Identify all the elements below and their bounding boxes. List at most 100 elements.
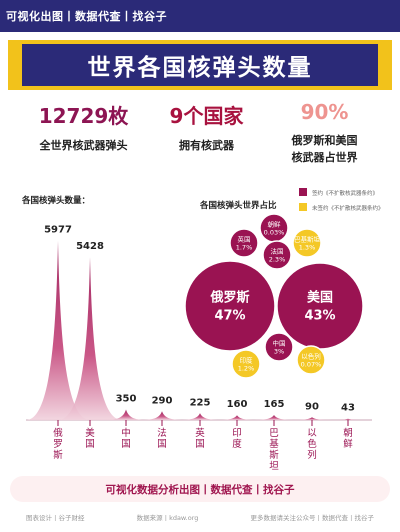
bubble-legend: 签约《不扩散核武器条约》 未签约《不扩散核武器条约》 <box>299 188 384 212</box>
area-category-label: 坦 <box>269 461 279 472</box>
stat-value: 90% <box>300 100 349 124</box>
area-category-label: 斯 <box>53 449 63 461</box>
bubble-name-label: 印度 <box>240 355 254 364</box>
footer: 图表设计丨谷子财经 数据来源丨kdaw.org 更多数据请关注公众号丨数据代查丨… <box>0 508 400 526</box>
title-banner: 世界各国核弹头数量 <box>8 40 392 90</box>
bubble-pct-label: 43% <box>304 309 335 324</box>
area-category-label: 国 <box>195 439 205 450</box>
area-category-label: 国 <box>157 439 167 450</box>
bubble <box>229 228 259 258</box>
area-value-label: 90 <box>305 401 319 412</box>
area-value-label: 290 <box>152 395 173 406</box>
bubble-name-label: 美国 <box>307 290 333 306</box>
area-category-label: 色 <box>307 438 317 450</box>
area-category-label: 中 <box>121 427 131 439</box>
stat-description: 俄罗斯和美国 核武器占世界 <box>258 132 391 166</box>
area-peak <box>106 409 146 420</box>
area-category-label: 美 <box>85 427 95 439</box>
bottom-banner-label: 可视化数据分析出图丨数据代查丨找谷子 <box>105 483 295 496</box>
legend-swatch-unsigned <box>299 203 307 211</box>
area-value-label: 225 <box>190 397 211 408</box>
page-title: 世界各国核弹头数量 <box>87 55 313 81</box>
footer-design: 图表设计丨谷子财经 <box>26 514 85 522</box>
stat-description-line: 拥有核武器 <box>179 139 234 152</box>
area-category-label: 俄 <box>53 427 63 439</box>
bubble-name-label: 中国 <box>273 338 286 347</box>
bubble <box>292 228 322 258</box>
legend-swatch-signed <box>299 188 307 196</box>
area-category-label: 罗 <box>53 439 63 450</box>
area-peak <box>217 415 257 420</box>
area-peak <box>328 418 368 420</box>
bubble <box>296 345 326 375</box>
area-category-label: 以 <box>307 428 317 439</box>
top-bar: 可视化出图丨数据代查丨找谷子 <box>0 0 400 32</box>
area-value-label: 350 <box>116 394 137 405</box>
title-banner-inner: 世界各国核弹头数量 <box>22 44 378 86</box>
bottom-banner: 可视化数据分析出图丨数据代查丨找谷子 <box>10 476 390 502</box>
bubble-name-label: 巴基斯坦 <box>294 234 321 243</box>
area-peak <box>58 257 122 420</box>
bubble-name-label: 朝鲜 <box>268 219 282 228</box>
stat-description: 拥有核武器 <box>140 137 273 154</box>
bubble <box>264 332 294 362</box>
area-category-label: 国 <box>85 439 95 450</box>
area-category-label: 朝 <box>343 428 353 439</box>
stat-value: 9个国家 <box>169 104 244 128</box>
area-peak <box>292 417 332 420</box>
stat-russia-usa-share: 90% 俄罗斯和美国 核武器占世界 <box>258 100 391 166</box>
area-value-label: 165 <box>264 399 285 410</box>
bubble-name-label: 法国 <box>271 246 284 255</box>
bubble-pct-label: 1.2% <box>238 364 255 372</box>
area-chart: 5977俄罗斯5428美国350中国290法国225英国160印度165巴基斯坦… <box>26 225 372 472</box>
stat-description-line: 核武器占世界 <box>291 151 358 164</box>
bubble <box>262 240 292 270</box>
area-category-label: 法 <box>157 427 167 439</box>
area-category-label: 国 <box>121 439 131 450</box>
stat-description: 全世界核武器弹头 <box>17 137 150 154</box>
area-value-label: 160 <box>227 399 248 410</box>
area-value-label: 43 <box>341 403 355 414</box>
area-peak <box>254 415 294 420</box>
area-peak <box>180 413 220 420</box>
area-category-label: 基 <box>269 438 279 450</box>
area-category-label: 英 <box>195 427 205 439</box>
area-category-label: 鲜 <box>343 438 353 450</box>
footer-follow: 更多数据请关注公众号丨数据代查丨找谷子 <box>250 514 374 522</box>
stat-total-warheads: 12729枚 全世界核武器弹头 <box>17 100 150 154</box>
stat-value: 12729枚 <box>38 104 129 128</box>
legend-label-signed: 签约《不扩散核武器条约》 <box>312 189 378 197</box>
stat-country-count: 9个国家 拥有核武器 <box>140 100 273 154</box>
area-category-label: 斯 <box>269 449 279 461</box>
bubble <box>276 262 364 350</box>
bubble-name-label: 以色列 <box>301 351 321 360</box>
bubble-pct-label: 2.3% <box>269 255 286 263</box>
footer-source: 数据来源丨kdaw.org <box>136 514 199 522</box>
legend-label-unsigned: 未签约《不扩散核武器条约》 <box>312 204 384 212</box>
area-category-label: 巴 <box>269 428 279 439</box>
bubble-pct-label: 0.07% <box>301 360 322 368</box>
area-value-label: 5977 <box>44 225 72 236</box>
bubble-pct-label: 0.03% <box>264 228 285 236</box>
stat-description-line: 俄罗斯和美国 <box>291 134 358 147</box>
bubble-name-label: 英国 <box>238 234 251 243</box>
area-category-label: 列 <box>307 449 317 461</box>
bubble-pct-label: 1.3% <box>299 243 316 251</box>
bubble-pct-label: 1.7% <box>236 243 253 251</box>
area-category-label: 度 <box>232 438 242 450</box>
bubble-pct-label: 3% <box>274 347 284 355</box>
stat-description-line: 全世界核武器弹头 <box>39 139 128 152</box>
bubble-pct-label: 47% <box>214 309 245 324</box>
brand-label: 可视化出图丨数据代查丨找谷子 <box>6 10 167 23</box>
bubble <box>231 349 261 379</box>
bubble <box>184 260 276 352</box>
area-chart-title: 各国核弹头数量： <box>21 195 90 206</box>
area-value-label: 5428 <box>76 241 104 252</box>
bubble-chart-title: 各国核弹头世界占比 <box>199 200 277 211</box>
area-peak <box>142 411 182 420</box>
area-peak <box>26 240 90 420</box>
bubble-name-label: 俄罗斯 <box>209 290 249 306</box>
area-category-label: 印 <box>232 427 242 439</box>
